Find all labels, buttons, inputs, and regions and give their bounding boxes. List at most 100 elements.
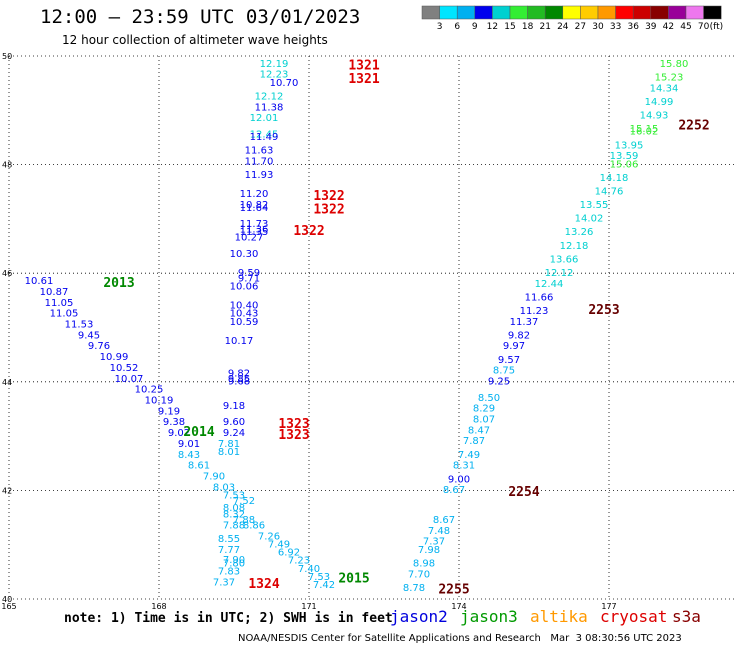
wave-height-point: 12.18 xyxy=(560,241,589,252)
colorbar-label: 6 xyxy=(454,22,460,32)
wave-height-point: 9.01 xyxy=(178,439,200,450)
wave-height-point: 8.01 xyxy=(218,447,240,458)
wave-height-point: 14.93 xyxy=(640,110,669,121)
wave-height-point: 11.20 xyxy=(240,189,269,200)
x-tick-label: 171 xyxy=(301,602,316,611)
wave-height-point: 10.06 xyxy=(230,281,259,292)
orbit-number-label: 2014 xyxy=(183,425,214,440)
wave-height-point: 10.19 xyxy=(145,396,174,407)
wave-height-point: 10.82 xyxy=(240,200,269,211)
wave-height-point: 7.23 xyxy=(288,556,310,567)
colorbar-swatch xyxy=(650,5,669,20)
orbit-number-label: 1321 xyxy=(348,72,379,87)
wave-height-point: 8.50 xyxy=(478,393,500,404)
y-tick-label: 42 xyxy=(2,486,12,495)
colorbar-swatch xyxy=(421,5,440,20)
wave-height-point: 10.52 xyxy=(110,363,139,374)
wave-height-point: 8.47 xyxy=(468,425,490,436)
wave-height-point: 11.05 xyxy=(45,298,74,309)
y-tick-label: 40 xyxy=(2,595,12,604)
wave-height-point: 13.26 xyxy=(565,227,594,238)
wave-height-point: 11.23 xyxy=(520,306,549,317)
x-tick-label: 165 xyxy=(1,602,16,611)
satellite-legend-cryosat: cryosat xyxy=(600,607,668,626)
wave-height-point: 8.78 xyxy=(403,583,425,594)
wave-height-point: 8.67 xyxy=(433,515,455,526)
colorbar-legend: 3 6 9 12 15 18 21 24 27 30 33 36 39 42 45 70 (ft) xyxy=(421,5,724,32)
wave-height-point: 12.01 xyxy=(250,113,279,124)
wave-height-point: 7.52 xyxy=(233,496,255,507)
colorbar-label: 3 xyxy=(437,22,443,32)
orbit-number-label: 2254 xyxy=(508,485,539,500)
wave-height-point: 9.85 xyxy=(228,374,250,385)
wave-height-point: 7.80 xyxy=(223,558,245,569)
colorbar-label: 30 xyxy=(592,22,604,32)
colorbar-label: 21 xyxy=(539,22,550,32)
wave-height-point: 12.45 xyxy=(250,129,279,140)
colorbar-label: 70 xyxy=(698,22,710,32)
wave-height-point: 14.99 xyxy=(645,97,674,108)
colorbar-swatch xyxy=(632,5,652,20)
colorbar-swatch xyxy=(685,5,704,20)
wave-height-point: 10.43 xyxy=(230,309,259,320)
wave-height-point: 10.99 xyxy=(100,352,129,363)
wave-height-point: 9.02 xyxy=(168,428,190,439)
orbit-number-label: 1322 xyxy=(313,202,344,217)
x-tick-label: 174 xyxy=(451,602,466,611)
wave-height-point: 7.88 xyxy=(223,520,245,531)
wave-height-point: 10.61 xyxy=(25,276,54,287)
orbit-labels: 1321132113221322132220132014132313232015… xyxy=(103,59,709,598)
wave-height-point: 10.40 xyxy=(230,300,259,311)
wave-height-point: 11.37 xyxy=(510,317,539,328)
wave-height-point: 8.86 xyxy=(243,520,265,531)
wave-height-point: 9.97 xyxy=(503,341,525,352)
colorbar-swatch xyxy=(562,5,581,20)
wave-height-point: 8.32 xyxy=(223,510,245,521)
colorbar-unit: (ft) xyxy=(710,22,724,32)
wave-height-point: 7.53 xyxy=(223,491,245,502)
wave-height-point: 9.82 xyxy=(228,368,250,379)
wave-height-point: 11.63 xyxy=(245,146,274,157)
wave-height-point: 8.55 xyxy=(218,534,240,545)
colorbar-label: 9 xyxy=(472,22,478,32)
orbit-number-label: 2015 xyxy=(338,572,369,587)
wave-height-point: 15.15 xyxy=(630,124,659,135)
wave-height-point: 9.19 xyxy=(158,406,180,417)
wave-height-point: 9.59 xyxy=(238,268,260,279)
colorbar-swatch xyxy=(615,5,634,20)
wave-height-point: 7.83 xyxy=(218,567,240,578)
colorbar-swatch xyxy=(527,5,546,20)
wave-height-point: 12.12 xyxy=(255,91,284,102)
orbit-number-label: 1322 xyxy=(313,189,344,204)
wave-height-point: 12.23 xyxy=(260,70,289,81)
wave-height-point: 7.87 xyxy=(463,436,485,447)
wave-height-point: 15.06 xyxy=(610,159,639,170)
wave-height-point: 14.34 xyxy=(650,83,679,94)
wave-height-point: 7.77 xyxy=(218,545,240,556)
wave-height-point: 12.12 xyxy=(545,268,574,279)
orbit-number-label: 2255 xyxy=(438,583,469,598)
wave-height-point: 7.37 xyxy=(213,577,235,588)
chart-grid xyxy=(8,55,734,600)
wave-height-point: 8.75 xyxy=(493,366,515,377)
wave-height-point: 11.36 xyxy=(240,224,269,235)
satellite-legend-altika: altika xyxy=(530,607,588,626)
wave-height-point: 11.49 xyxy=(250,132,279,143)
wave-height-point: 9.71 xyxy=(238,273,260,284)
wave-height-point: 9.38 xyxy=(163,417,185,428)
wave-height-point: 7.81 xyxy=(218,439,240,450)
colorbar-swatch xyxy=(456,5,476,20)
wave-height-point: 7.40 xyxy=(298,564,320,575)
colorbar-swatch xyxy=(668,5,687,20)
wave-height-point: 9.25 xyxy=(488,377,510,388)
wave-height-point: 10.25 xyxy=(135,385,164,396)
wave-height-point: 10.59 xyxy=(230,317,259,328)
wave-height-point: 8.61 xyxy=(188,461,210,472)
colorbar-swatch xyxy=(492,5,511,20)
wave-height-point: 11.38 xyxy=(255,102,284,113)
footer-credit: NOAA/NESDIS Center for Satellite Applica… xyxy=(238,633,682,644)
wave-height-point: 7.37 xyxy=(423,537,445,548)
wave-height-point: 15.23 xyxy=(655,72,684,83)
wave-height-point: 8.03 xyxy=(213,482,235,493)
orbit-number-label: 2252 xyxy=(678,118,709,133)
